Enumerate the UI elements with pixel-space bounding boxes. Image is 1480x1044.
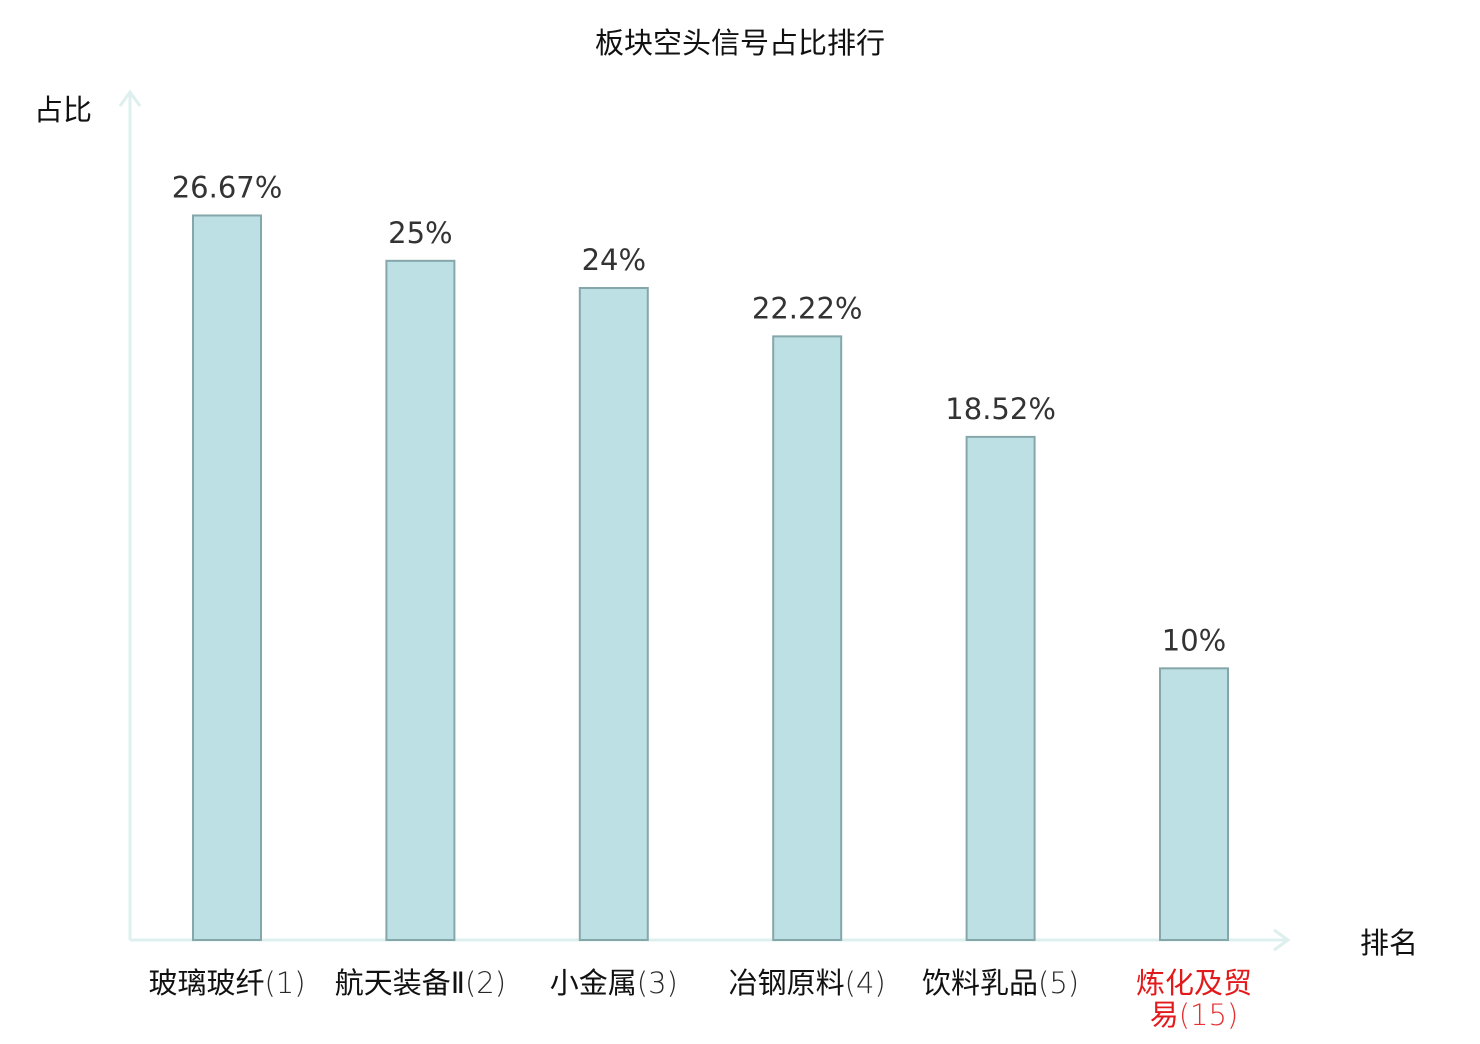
category-tick-label: 炼化及贸 bbox=[1136, 966, 1252, 1000]
category-tick-label: 航天装备Ⅱ(2) bbox=[335, 966, 506, 1000]
category-tick-label: 冶钢原料(4) bbox=[729, 966, 886, 1000]
bar bbox=[965, 435, 1036, 941]
bar-value-label: 25% bbox=[388, 216, 452, 250]
category-tick-label: 易(15) bbox=[1150, 998, 1239, 1032]
y-axis-arrow bbox=[118, 89, 142, 107]
bars bbox=[192, 214, 1229, 942]
category-tick-label: 小金属(3) bbox=[550, 966, 678, 1000]
category-tick-label: 玻璃玻纤(1) bbox=[148, 966, 305, 1000]
value-labels: 26.67% 25% 24% 22.22% 18.52% 10% bbox=[172, 170, 1227, 657]
chart-title: 板块空头信号占比排行 bbox=[595, 26, 885, 60]
bar-value-label: 18.52% bbox=[945, 392, 1056, 426]
y-axis-label: 占比 bbox=[34, 93, 92, 127]
category-labels: 玻璃玻纤(1) 航天装备Ⅱ(2) 小金属(3) 冶钢原料(4) 饮料乳品(5) 炼化及贸易… bbox=[148, 966, 1252, 1032]
bar bbox=[1159, 667, 1229, 941]
bar bbox=[772, 335, 843, 941]
x-axis-label: 排名 bbox=[1360, 926, 1418, 960]
bar-value-label: 24% bbox=[582, 243, 646, 277]
axes bbox=[118, 89, 1291, 952]
bar-value-label: 26.67% bbox=[172, 170, 283, 204]
bar-value-label: 22.22% bbox=[752, 291, 863, 325]
x-axis-arrow bbox=[1273, 928, 1291, 952]
bar-value-label: 10% bbox=[1162, 623, 1226, 657]
bar bbox=[192, 214, 262, 941]
bar bbox=[578, 287, 649, 941]
category-tick-label: 饮料乳品(5) bbox=[922, 966, 1079, 1000]
bar bbox=[385, 259, 456, 942]
